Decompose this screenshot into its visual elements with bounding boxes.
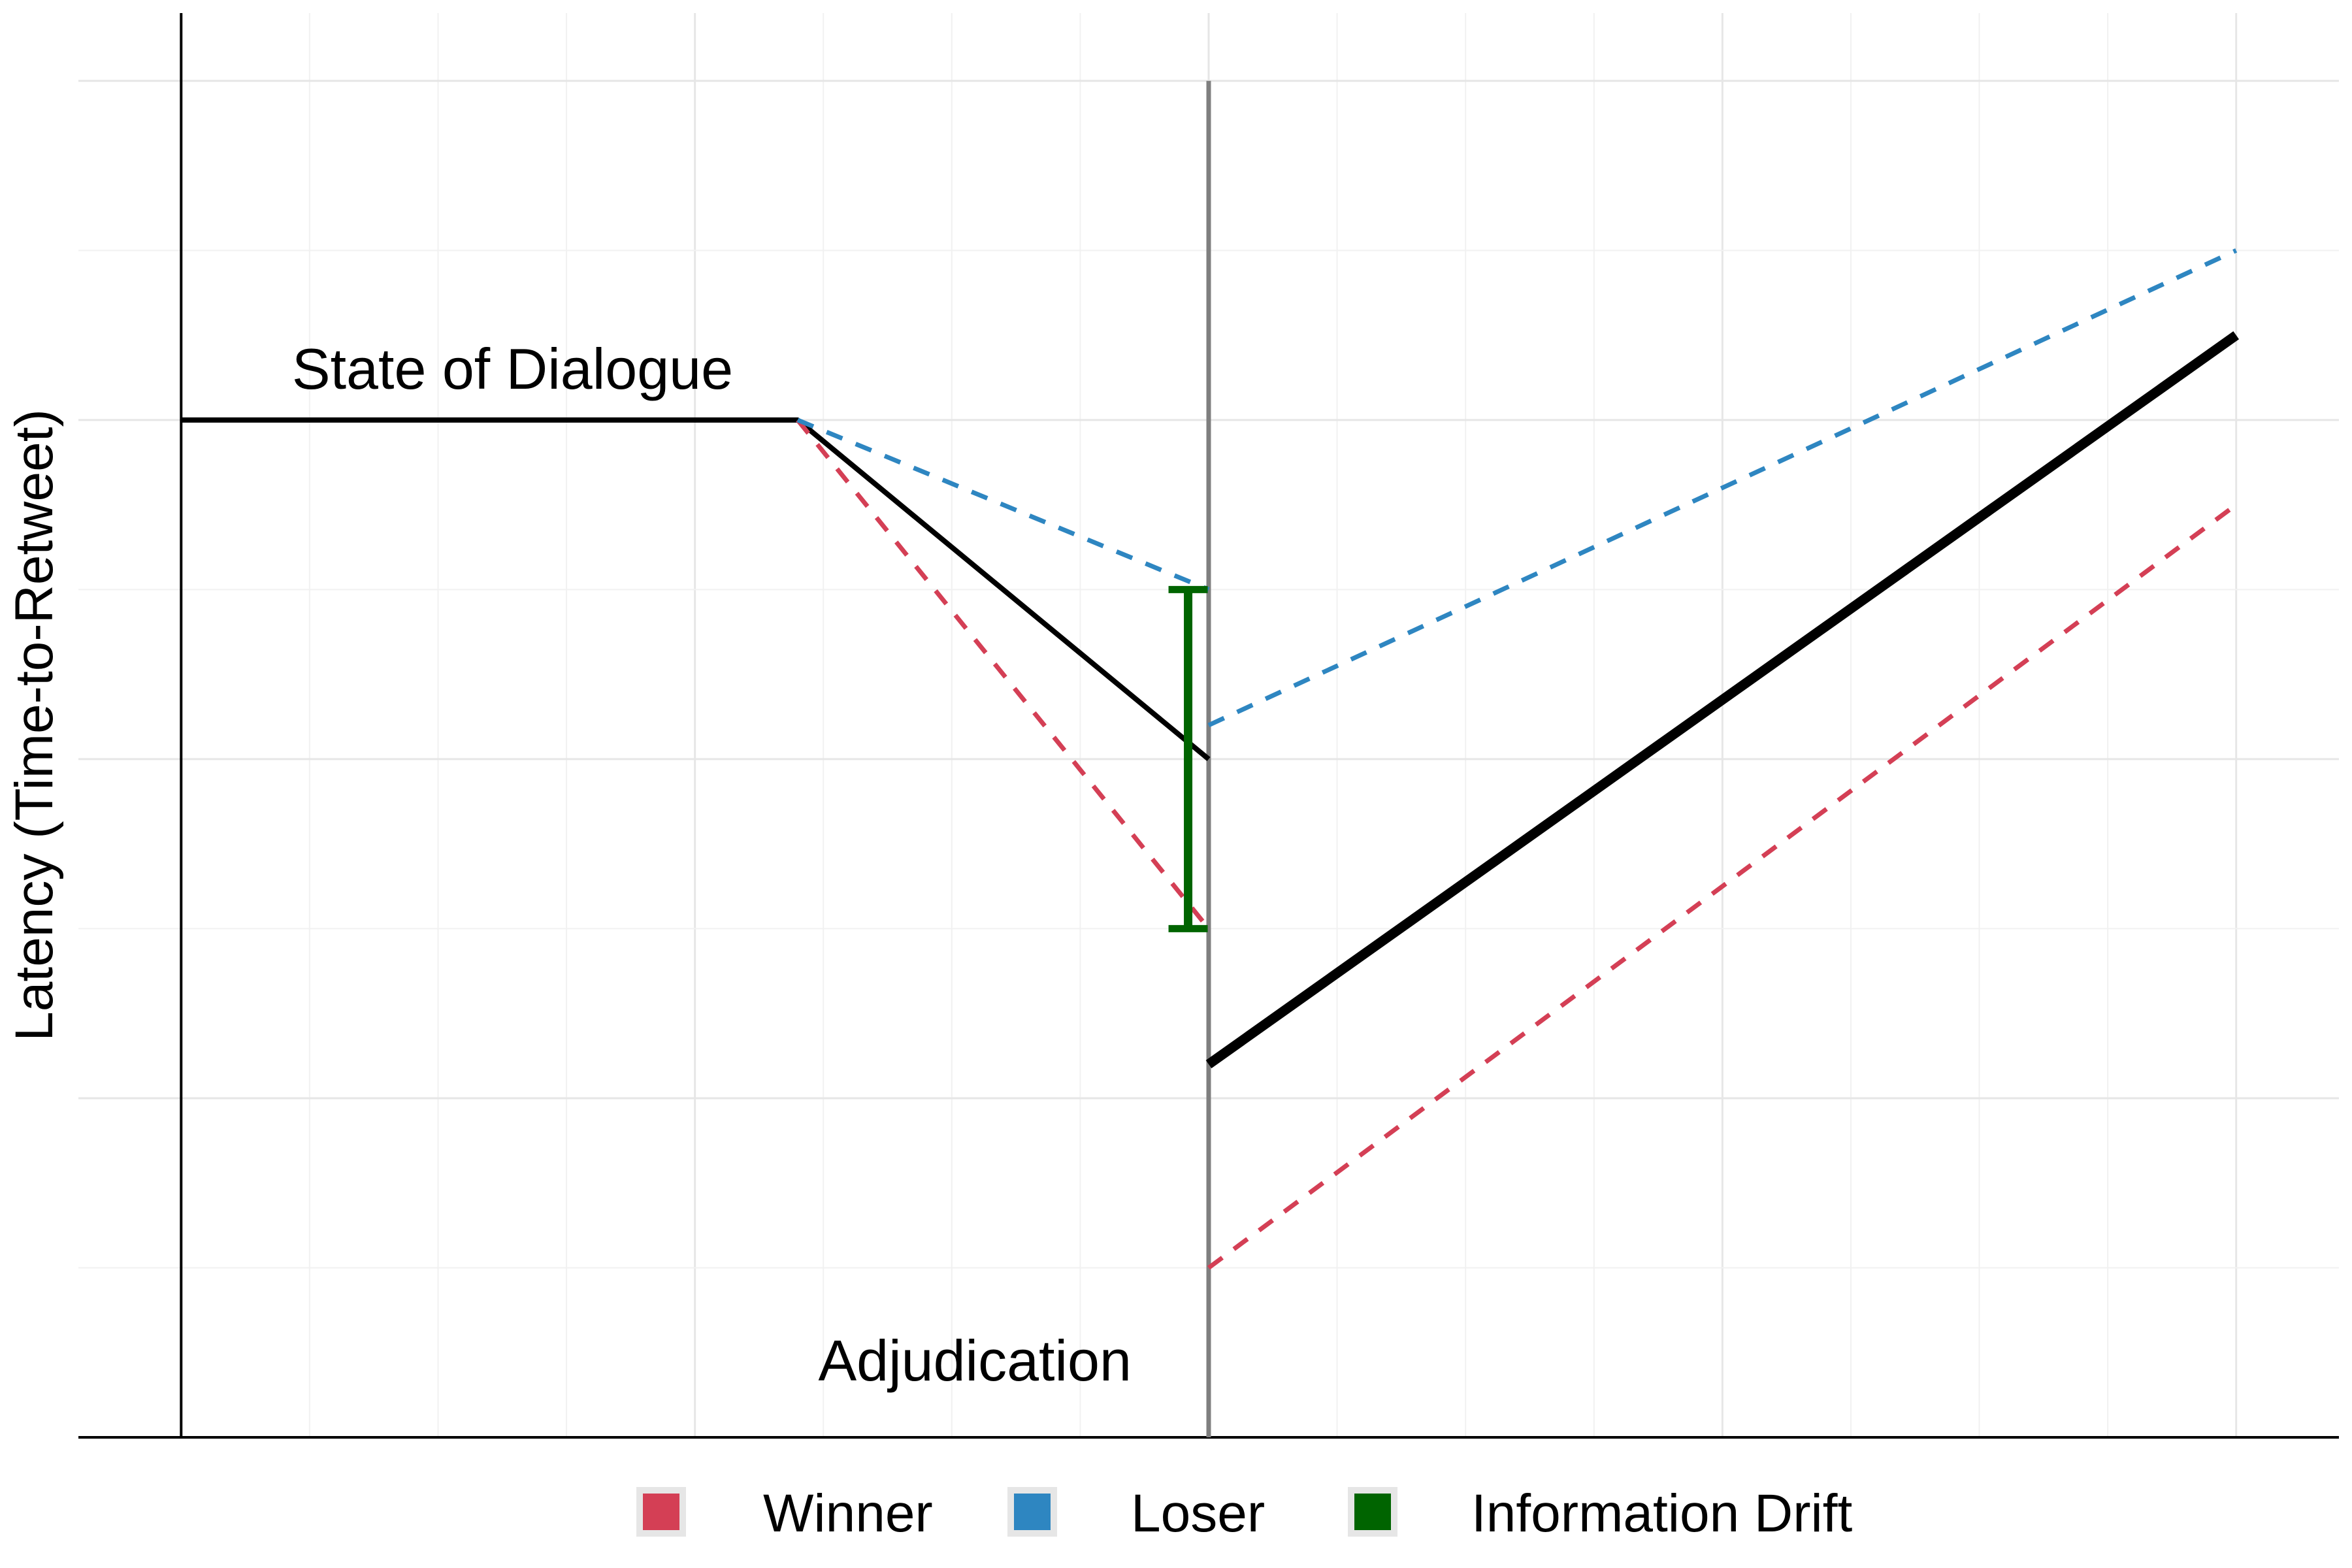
legend-label-loser: Loser: [1131, 1484, 1265, 1543]
legend-label-winner: Winner: [763, 1484, 933, 1543]
legend-swatch-information-drift: [1354, 1494, 1391, 1530]
legend: Winner Loser Information Drift: [636, 1484, 1853, 1543]
series: [181, 248, 2240, 1270]
legend-swatch-winner: [643, 1494, 679, 1530]
information-drift-error-bar: [1168, 585, 1208, 932]
series-line-loser-0: [796, 417, 1210, 592]
series-line-winner-0: [796, 418, 1211, 930]
series-line-post-0: [1205, 331, 2240, 1069]
adjudication-label: Adjudication: [818, 1328, 1131, 1393]
y-axis-label: Latency (Time-to-Retweet): [5, 409, 64, 1041]
legend-swatch-loser: [1014, 1494, 1051, 1530]
series-line-winner-1: [1207, 502, 2238, 1270]
series-line-loser-1: [1207, 248, 2238, 728]
state-of-dialogue-label: State of Dialogue: [292, 336, 733, 401]
legend-label-information-drift: Information Drift: [1471, 1484, 1853, 1543]
